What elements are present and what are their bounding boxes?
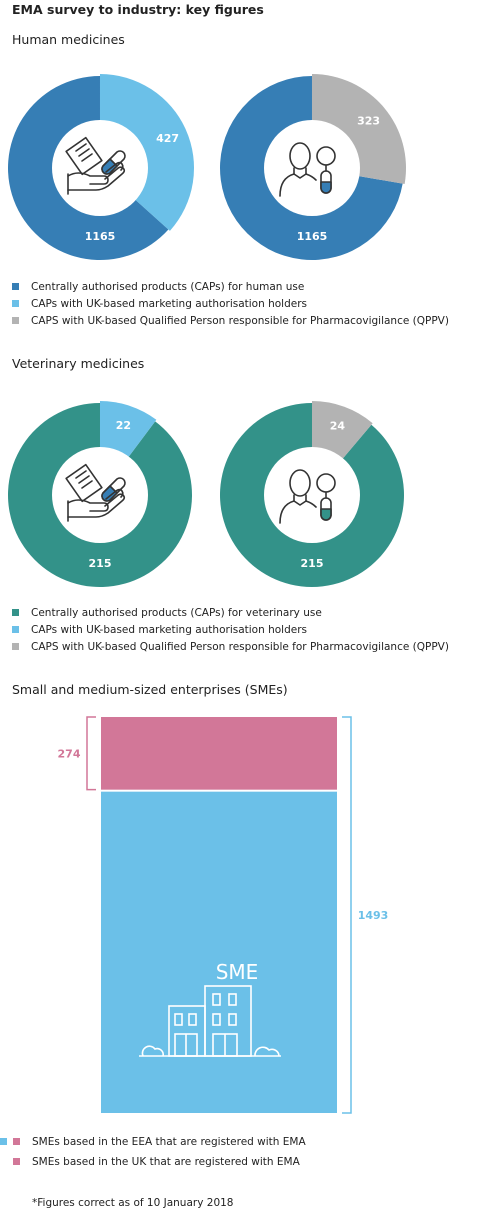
medicine-hand-icon bbox=[65, 136, 126, 195]
legend-label: CAPS with UK-based Qualified Person resp… bbox=[31, 641, 449, 653]
vet-donut-1-total-label: 215 bbox=[89, 557, 112, 570]
human-donut-2: 323 1165 bbox=[220, 74, 406, 260]
human-donut-1: 427 1165 bbox=[8, 74, 194, 260]
person-magnifier-icon bbox=[279, 469, 336, 524]
human-donut-2-highlight-label: 323 bbox=[357, 114, 380, 127]
vet-donut-1-center bbox=[52, 447, 148, 543]
legend-label: Centrally authorised products (CAPs) for… bbox=[31, 607, 322, 619]
legend-item: CAPS with UK-based Qualified Person resp… bbox=[12, 639, 449, 656]
sme-uk-bar bbox=[101, 717, 337, 790]
legend-swatch bbox=[12, 625, 19, 633]
human-donut-1-highlight-label: 427 bbox=[156, 132, 179, 145]
vet-legend: Centrally authorised products (CAPs) for… bbox=[12, 605, 449, 656]
sme-total-label: 1493 bbox=[358, 909, 389, 922]
vet-donut-2: 24 215 bbox=[220, 401, 405, 587]
human-section-heading: Human medicines bbox=[12, 32, 125, 47]
vet-donut-charts: 22 215 24 215 bbox=[7, 401, 405, 587]
legend-label: CAPS with UK-based Qualified Person resp… bbox=[31, 315, 449, 327]
footnote: *Figures correct as of 10 January 2018 bbox=[32, 1197, 234, 1209]
vet-section-heading: Veterinary medicines bbox=[12, 356, 145, 371]
legend-item: Centrally authorised products (CAPs) for… bbox=[12, 279, 449, 296]
legend-label: CAPs with UK-based marketing authorisati… bbox=[31, 298, 307, 310]
legend-item: CAPS with UK-based Qualified Person resp… bbox=[12, 313, 449, 330]
legend-swatch bbox=[13, 1157, 20, 1165]
legend-label: SMEs based in the UK that are registered… bbox=[32, 1156, 300, 1168]
building-icon bbox=[139, 985, 281, 1057]
legend-label: CAPs with UK-based marketing authorisati… bbox=[31, 624, 307, 636]
vet-donut-1-highlight-label: 22 bbox=[116, 419, 131, 432]
sme-section-heading: Small and medium-sized enterprises (SMEs… bbox=[12, 682, 288, 697]
legend-item: CAPs with UK-based marketing authorisati… bbox=[12, 622, 449, 639]
vet-donut-2-total-label: 215 bbox=[301, 557, 324, 570]
sme-uk-bracket bbox=[86, 716, 96, 791]
human-donut-1-highlight-slice bbox=[100, 74, 194, 231]
legend-item: Centrally authorised products (CAPs) for… bbox=[12, 605, 449, 622]
page-title: EMA survey to industry: key figures bbox=[12, 2, 264, 17]
sme-total-bracket bbox=[342, 716, 352, 1114]
legend-swatch bbox=[12, 316, 19, 324]
sme-uk-label: 274 bbox=[58, 747, 81, 760]
legend-swatch bbox=[12, 608, 19, 616]
legend-item: SMEs based in the EEA that are registere… bbox=[0, 1132, 306, 1152]
human-donut-charts: 427 1165 323 1165 bbox=[8, 74, 406, 260]
legend-swatch bbox=[12, 642, 19, 650]
legend-swatch bbox=[12, 299, 19, 307]
sme-legend: SMEs based in the EEA that are registere… bbox=[0, 1132, 306, 1172]
legend-swatch bbox=[13, 1137, 20, 1145]
sme-icon-label: SME bbox=[216, 960, 259, 984]
legend-swatch bbox=[0, 1137, 7, 1145]
sme-bar-chart: 274 1493 SME bbox=[58, 716, 389, 1114]
human-donut-2-center bbox=[264, 120, 360, 216]
legend-swatch bbox=[12, 282, 19, 290]
medicine-hand-icon bbox=[65, 463, 126, 522]
sme-eea-bar bbox=[101, 791, 337, 1113]
human-donut-2-total-label: 1165 bbox=[297, 230, 328, 243]
human-legend: Centrally authorised products (CAPs) for… bbox=[12, 279, 449, 330]
vet-donut-2-center bbox=[264, 447, 360, 543]
legend-label: Centrally authorised products (CAPs) for… bbox=[31, 281, 305, 293]
vet-donut-2-highlight-label: 24 bbox=[330, 420, 346, 433]
person-magnifier-icon bbox=[279, 142, 336, 197]
human-donut-1-center bbox=[52, 120, 148, 216]
human-donut-1-total-label: 1165 bbox=[85, 230, 116, 243]
legend-item: SMEs based in the UK that are registered… bbox=[0, 1152, 306, 1172]
legend-label: SMEs based in the EEA that are registere… bbox=[32, 1136, 306, 1148]
legend-item: CAPs with UK-based marketing authorisati… bbox=[12, 296, 449, 313]
vet-donut-1: 22 215 bbox=[7, 401, 192, 587]
